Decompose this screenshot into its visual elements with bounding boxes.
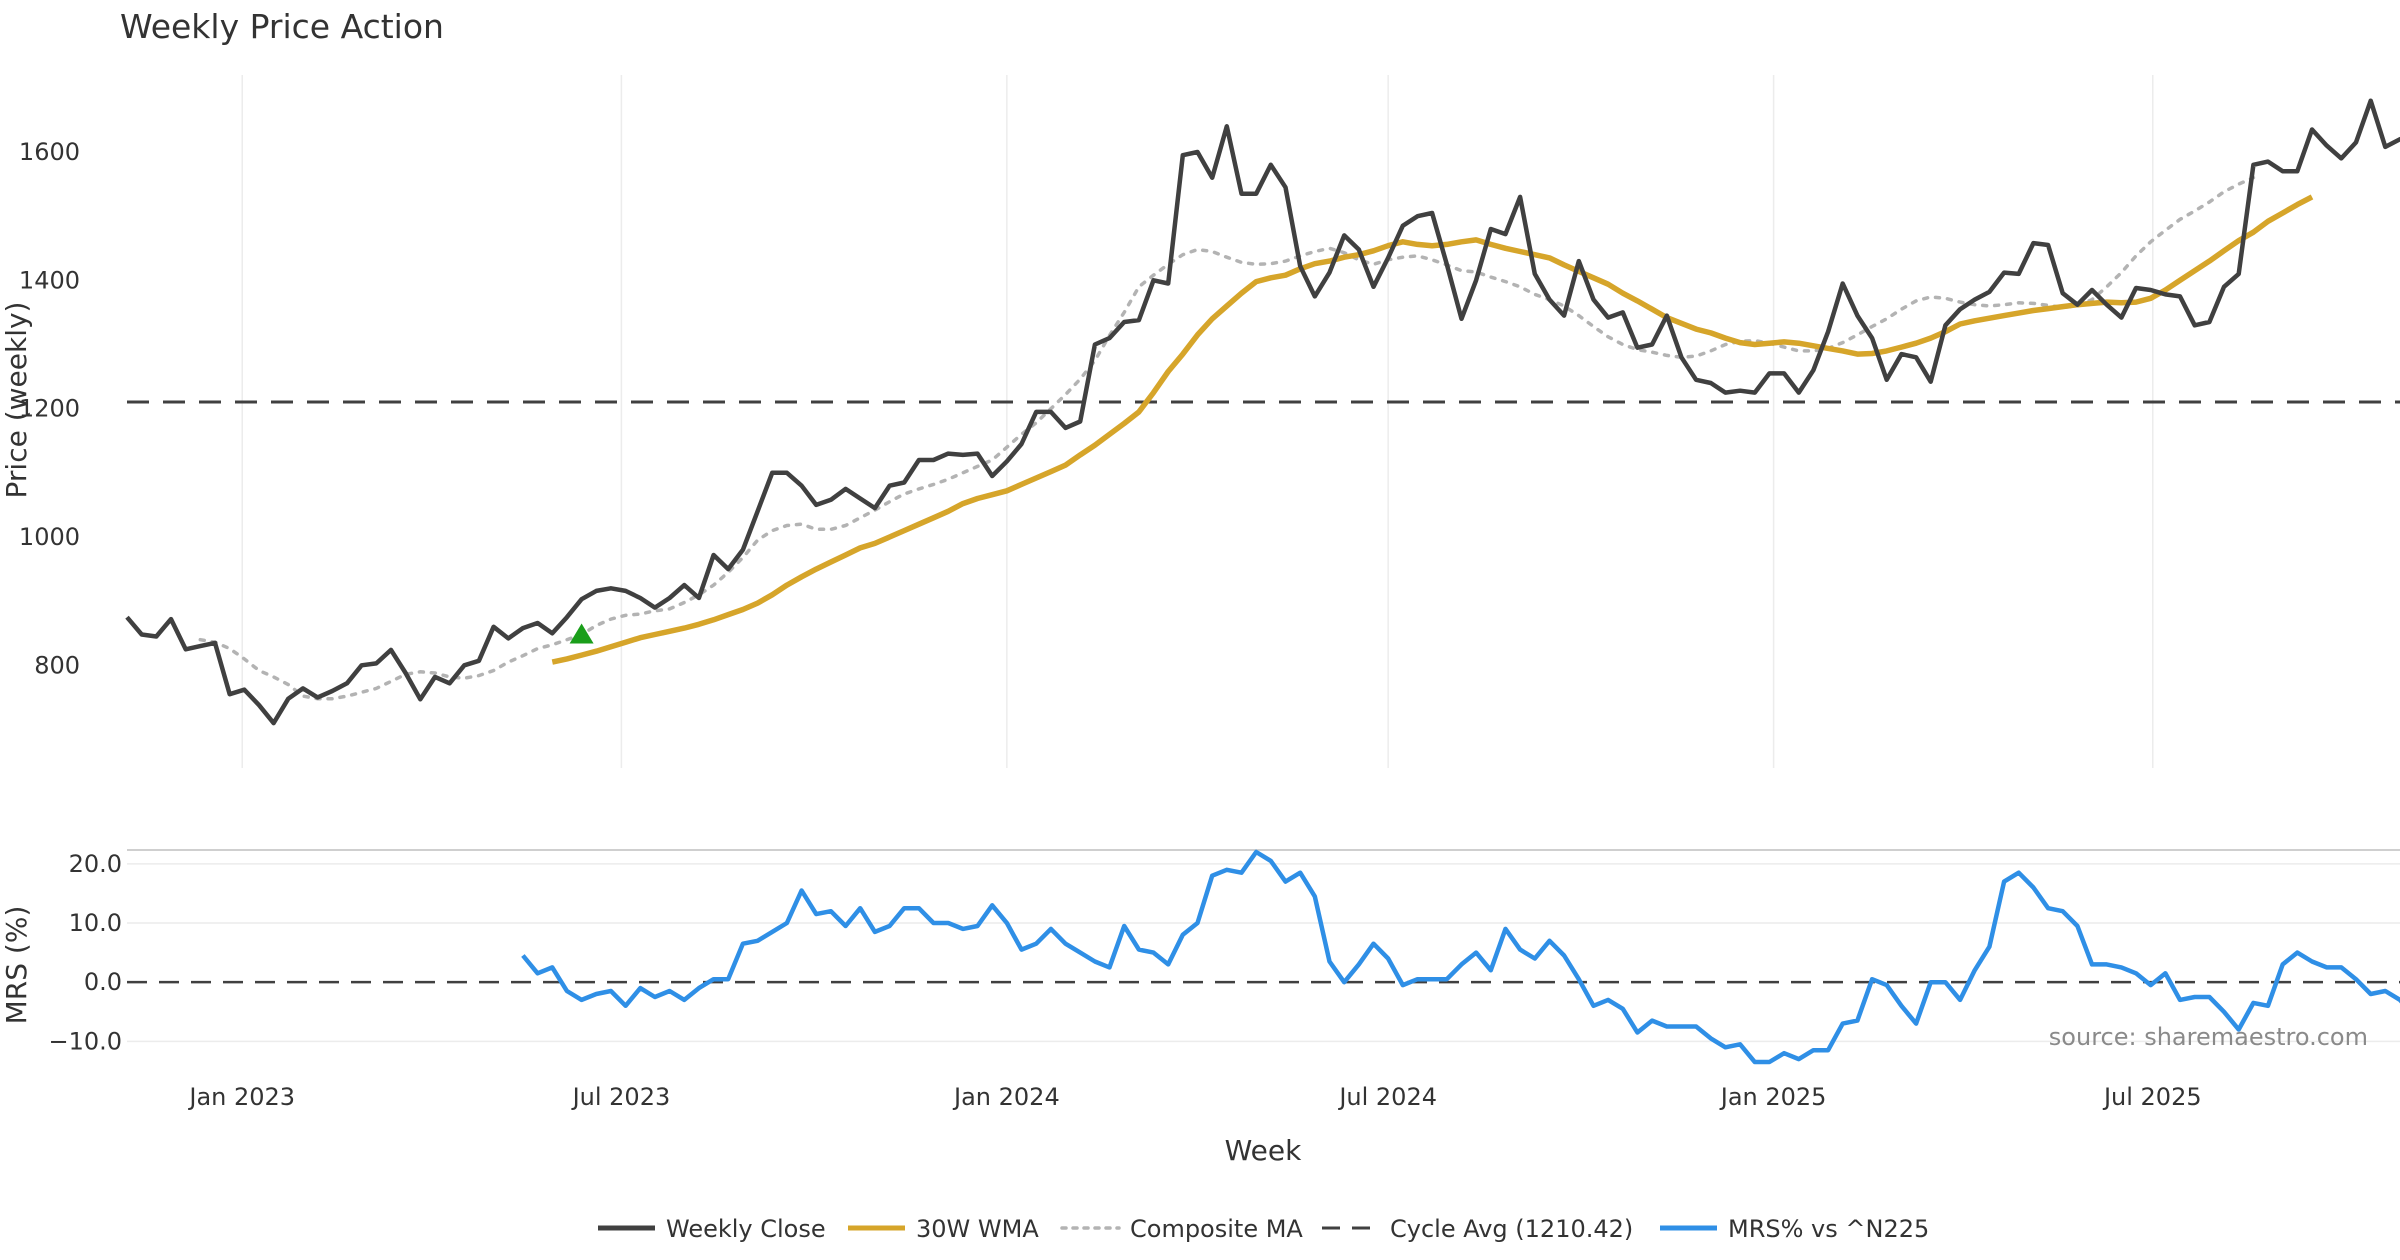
mrs-line — [521, 849, 2400, 1065]
wma-30w-line — [551, 194, 2314, 665]
legend: Weekly Close 30W WMA Composite MA Cycle Avg… — [598, 1215, 1929, 1243]
mrs-y-ticks: 20.0 10.0 0.0 −10.0 — [48, 850, 122, 1056]
x-axis-label: Week — [1225, 1134, 1302, 1167]
price-y-tick: 1200 — [19, 395, 80, 423]
price-y-axis-label: Price (weekly) — [0, 302, 33, 499]
x-ticks: Jan 2023 Jul 2023 Jan 2024 Jul 2024 Jan 2025… — [187, 1083, 2201, 1111]
x-tick-label: Jan 2023 — [187, 1083, 295, 1111]
price-grid — [241, 75, 2154, 768]
mrs-grid — [127, 863, 2400, 1043]
price-panel: 800 1000 1200 1400 1600 Price (weekly) — [0, 75, 2400, 768]
source-note: source: sharemaestro.com — [2049, 1023, 2368, 1051]
legend-label: 30W WMA — [916, 1215, 1039, 1243]
legend-label: Weekly Close — [666, 1215, 826, 1243]
mrs-panel: 20.0 10.0 0.0 −10.0 MRS (%) source: sharema… — [0, 849, 2400, 1065]
price-y-tick: 800 — [34, 651, 80, 679]
price-y-tick: 1600 — [19, 138, 80, 166]
x-tick-label: Jul 2025 — [2102, 1083, 2202, 1111]
composite-ma-line — [198, 175, 2256, 701]
x-tick-label: Jul 2024 — [1337, 1083, 1437, 1111]
mrs-y-axis-label: MRS (%) — [0, 906, 33, 1025]
mrs-y-tick: −10.0 — [48, 1027, 122, 1055]
x-tick-label: Jan 2024 — [952, 1083, 1060, 1111]
mrs-y-tick: 0.0 — [84, 968, 122, 996]
legend-label: Composite MA — [1130, 1215, 1303, 1243]
mrs-y-tick: 20.0 — [69, 850, 122, 878]
buy-signal-marker — [569, 623, 594, 644]
price-y-tick: 1000 — [19, 523, 80, 551]
x-tick-label: Jul 2023 — [571, 1083, 671, 1111]
weekly-close-line — [125, 98, 2400, 726]
x-tick-label: Jan 2025 — [1719, 1083, 1827, 1111]
price-y-tick: 1400 — [19, 266, 80, 294]
legend-label: Cycle Avg (1210.42) — [1390, 1215, 1633, 1243]
legend-label: MRS% vs ^N225 — [1728, 1215, 1929, 1243]
chart-title: Weekly Price Action — [120, 7, 444, 46]
price-y-ticks: 800 1000 1200 1400 1600 — [19, 138, 80, 679]
mrs-y-tick: 10.0 — [69, 909, 122, 937]
